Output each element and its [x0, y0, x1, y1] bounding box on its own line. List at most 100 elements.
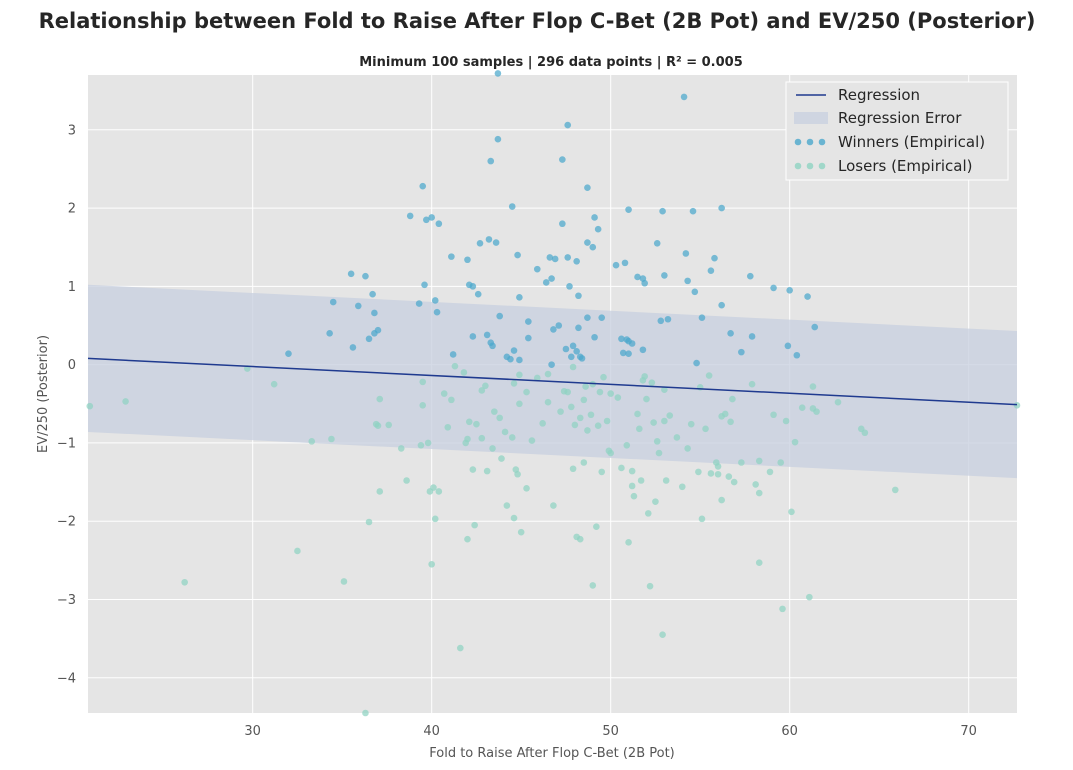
winner-point	[474, 290, 482, 298]
loser-point	[376, 488, 384, 495]
loser-point	[417, 441, 425, 449]
loser-point	[294, 547, 301, 555]
loser-point	[465, 418, 473, 426]
loser-point	[603, 417, 611, 425]
winner-point	[584, 184, 591, 192]
y-tick-label: −3	[57, 593, 76, 608]
legend-dot	[794, 138, 802, 146]
winner-point	[591, 214, 598, 221]
winner-point	[718, 204, 725, 212]
loser-point	[567, 403, 575, 411]
winner-point	[415, 300, 423, 307]
loser-point	[630, 492, 638, 500]
loser-point	[340, 578, 348, 585]
loser-point	[122, 398, 129, 405]
winner-point	[485, 236, 493, 243]
loser-point	[702, 425, 709, 433]
loser-point	[483, 467, 491, 475]
loser-point	[707, 470, 715, 477]
loser-point	[636, 425, 643, 433]
winner-point	[811, 323, 819, 331]
winner-point	[435, 220, 443, 228]
loser-point	[448, 396, 455, 404]
winner-point	[494, 135, 502, 143]
legend-dot	[806, 162, 814, 170]
winner-point	[698, 314, 706, 321]
loser-point	[533, 374, 541, 382]
winner-point	[546, 254, 554, 261]
loser-point	[600, 373, 607, 381]
loser-point	[430, 484, 437, 491]
winner-point	[548, 361, 555, 368]
winner-point	[707, 267, 715, 275]
loser-point	[648, 379, 656, 386]
loser-point	[444, 423, 452, 431]
loser-point	[652, 498, 659, 505]
x-tick-label: 30	[244, 724, 261, 739]
loser-point	[503, 502, 511, 509]
winner-point	[492, 239, 500, 246]
winners-points	[285, 70, 819, 368]
y-tick-label: −4	[57, 671, 76, 686]
winner-point	[374, 326, 382, 334]
plot-area	[86, 70, 1021, 717]
loser-point	[729, 395, 736, 403]
winner-point	[496, 312, 503, 320]
loser-point	[861, 429, 869, 437]
loser-point	[650, 419, 657, 426]
loser-point	[419, 402, 427, 409]
loser-point	[684, 445, 691, 452]
y-tick-label: 0	[68, 358, 76, 373]
loser-point	[508, 434, 516, 441]
winner-point	[653, 240, 661, 247]
winner-point	[559, 156, 566, 163]
loser-point	[662, 477, 670, 484]
loser-point	[594, 422, 602, 430]
winner-point	[564, 254, 572, 261]
loser-point	[564, 388, 572, 396]
legend-dot	[794, 162, 802, 170]
loser-point	[385, 421, 393, 429]
winner-point	[525, 334, 532, 342]
loser-point	[634, 410, 641, 418]
loser-point	[605, 447, 613, 455]
loser-point	[464, 435, 471, 443]
winner-point	[349, 344, 357, 351]
loser-point	[489, 445, 496, 452]
regression-line	[87, 357, 1018, 406]
winner-point	[784, 342, 792, 350]
winner-point	[682, 250, 690, 257]
legend-error-label: Regression Error	[838, 109, 962, 127]
loser-point	[424, 439, 432, 447]
winner-point	[285, 350, 292, 357]
loser-point	[618, 464, 625, 472]
losers-points	[86, 362, 1021, 717]
loser-point	[646, 582, 654, 590]
loser-point	[809, 383, 817, 390]
winner-point	[691, 288, 699, 296]
winner-point	[421, 281, 428, 289]
legend-dot	[818, 162, 826, 170]
loser-point	[788, 508, 795, 516]
loser-point	[598, 468, 606, 476]
loser-point	[86, 402, 94, 410]
loser-point	[755, 559, 763, 566]
loser-point	[589, 582, 597, 589]
y-tick-label: −1	[57, 436, 76, 451]
winner-point	[347, 270, 355, 278]
winner-point	[516, 356, 523, 364]
loser-point	[666, 412, 674, 419]
winner-point	[449, 351, 457, 358]
loser-point	[471, 521, 478, 529]
loser-point	[628, 467, 636, 475]
loser-point	[1013, 402, 1021, 409]
chart-subtitle: Minimum 100 samples | 296 data points | …	[359, 55, 743, 70]
y-tick-labels: −4 −3 −2 −1 0 1 2 3	[57, 123, 76, 686]
winner-point	[575, 324, 582, 332]
loser-point	[661, 417, 668, 425]
loser-point	[270, 380, 278, 388]
winner-point	[489, 342, 496, 350]
loser-point	[557, 408, 564, 415]
winner-point	[625, 350, 632, 357]
winner-point	[551, 255, 559, 263]
